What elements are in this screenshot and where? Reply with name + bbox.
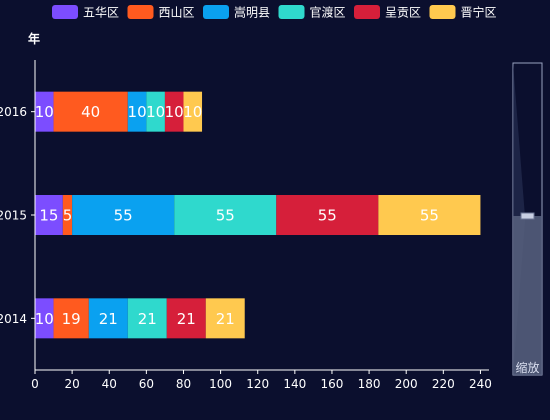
bar-value-label: 40 <box>81 103 100 121</box>
bar-segment[interactable] <box>378 195 481 235</box>
y-tick-label: 2014 <box>0 312 27 326</box>
x-tick-label: 160 <box>321 377 344 391</box>
bar-segment[interactable] <box>183 91 203 132</box>
legend-swatch <box>203 5 229 19</box>
bar-segment[interactable] <box>53 298 89 339</box>
legend-item[interactable]: 晋宁区 <box>429 5 497 20</box>
bar-value-label: 55 <box>216 207 235 225</box>
x-tick-label: 180 <box>358 377 381 391</box>
bar-value-label: 10 <box>128 103 147 121</box>
legend-item[interactable]: 嵩明县 <box>203 5 270 20</box>
bar-value-label: 19 <box>62 310 81 328</box>
bar-segment[interactable] <box>62 195 73 235</box>
x-tick-label: 140 <box>283 377 306 391</box>
legend-swatch <box>127 5 154 19</box>
bar-value-label: 55 <box>318 207 337 225</box>
bar-segment[interactable] <box>164 91 184 132</box>
legend-label: 嵩明县 <box>234 6 270 20</box>
bar-value-label: 21 <box>138 310 157 328</box>
x-tick-label: 0 <box>31 377 39 391</box>
x-tick-label: 20 <box>64 377 79 391</box>
legend-label: 呈贡区 <box>385 6 421 20</box>
y-tick-label: 2015 <box>0 209 27 223</box>
x-tick-label: 80 <box>176 377 191 391</box>
bar-value-label: 10 <box>35 310 54 328</box>
bar-segment[interactable] <box>166 298 206 339</box>
bar-segment[interactable] <box>35 298 54 339</box>
zoom-handle-top[interactable] <box>520 212 535 220</box>
bar-value-label: 21 <box>216 310 235 328</box>
zoom-selected-window[interactable] <box>513 216 542 375</box>
x-tick-label: 220 <box>432 377 455 391</box>
x-tick-label: 60 <box>139 377 154 391</box>
legend-label: 五华区 <box>83 6 119 20</box>
x-tick-label: 120 <box>246 377 269 391</box>
x-tick-label: 100 <box>209 377 232 391</box>
bar-segment[interactable] <box>35 195 63 235</box>
legend: 五华区 西山区 嵩明县 官渡区 呈贡区 晋宁区 <box>52 5 497 20</box>
legend-label: 官渡区 <box>310 5 346 20</box>
bar-value-label: 10 <box>183 103 202 121</box>
legend-swatch <box>52 5 78 19</box>
bar-segment[interactable] <box>127 298 167 339</box>
bar-segment[interactable] <box>127 91 147 132</box>
bar-segment[interactable] <box>88 298 128 339</box>
bar-value-label: 10 <box>165 103 184 121</box>
bar-value-label: 21 <box>177 310 196 328</box>
bar-segment[interactable] <box>53 91 128 132</box>
bar-value-label: 10 <box>35 103 54 121</box>
legend-item[interactable]: 五华区 <box>52 5 119 20</box>
bar-segment[interactable] <box>276 195 379 235</box>
data-zoom-slider[interactable]: 缩放 <box>512 62 543 376</box>
bar-segment[interactable] <box>146 91 165 132</box>
legend-label: 西山区 <box>159 6 195 20</box>
bar-segment[interactable] <box>35 91 54 132</box>
zoom-label: 缩放 <box>515 360 539 375</box>
legend-label: 晋宁区 <box>461 5 497 20</box>
legend-swatch <box>429 5 456 19</box>
legend-swatch <box>278 5 305 19</box>
bar-value-label: 55 <box>114 207 133 225</box>
bar-value-label: 10 <box>146 103 165 121</box>
x-tick-label: 200 <box>395 377 418 391</box>
legend-item[interactable]: 官渡区 <box>278 5 346 20</box>
legend-item[interactable]: 西山区 <box>127 5 195 20</box>
x-tick-label: 240 <box>469 377 492 391</box>
bar-segment[interactable] <box>205 298 245 339</box>
bar-segment[interactable] <box>174 195 277 235</box>
legend-item[interactable]: 呈贡区 <box>354 5 421 20</box>
bar-value-label: 21 <box>99 310 118 328</box>
bar-value-label: 5 <box>63 207 73 225</box>
x-tick-label: 40 <box>102 377 117 391</box>
bar-value-label: 15 <box>39 207 58 225</box>
bar-segment[interactable] <box>72 195 175 235</box>
y-tick-label: 2016 <box>0 105 27 119</box>
bar-value-label: 55 <box>420 207 439 225</box>
legend-swatch <box>354 5 380 19</box>
axes-group: 2016 2015 2014 0 20 40 60 80 100 120 140 160 180 200 2… <box>0 60 492 391</box>
y-axis-name: 年 <box>28 31 40 46</box>
